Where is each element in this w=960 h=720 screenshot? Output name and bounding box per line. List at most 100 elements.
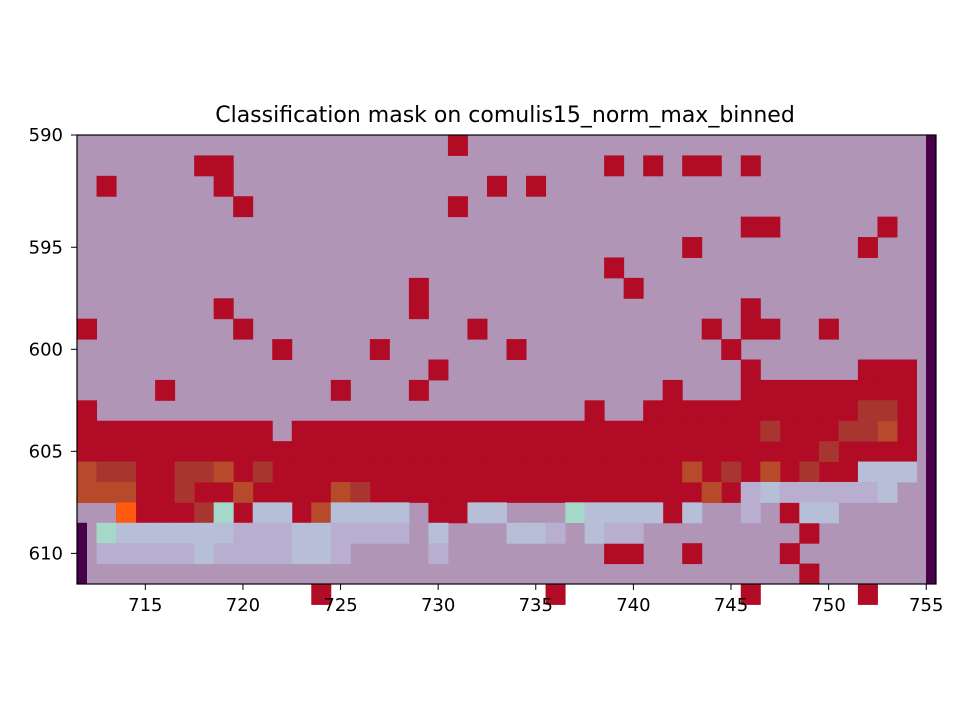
mask-cell [408,441,429,463]
heat-cell [77,481,98,503]
mask-cell [155,481,176,503]
mask-cell [818,400,839,422]
mask-cell [740,400,761,422]
mask-cell [721,420,742,442]
mask-cell [350,441,371,463]
cool-cell [330,502,351,524]
mask-cell [369,339,390,360]
mask-cell [604,543,625,565]
mask-cell [135,481,156,503]
mask-cell [96,420,117,442]
mask-cell [272,339,293,360]
mask-cell [545,420,566,442]
mask-cell [838,461,859,483]
cool-cell [96,522,117,544]
mask-cell [213,155,234,177]
mask-cell [213,420,234,442]
cool-cell [155,522,176,544]
mask-cell [682,543,703,565]
cool-cell [779,481,800,503]
heat-cell [799,461,820,483]
mask-cell [291,461,312,483]
heat-cell [682,461,703,483]
mask-cell [799,522,820,544]
cool-cell [584,522,605,544]
cool-cell [604,522,625,544]
mask-cell [662,461,683,483]
cool-cell [389,502,410,524]
heat-cell [701,481,722,503]
mask-cell [857,359,878,381]
mask-cell [857,379,878,401]
mask-cell [623,481,644,503]
mask-cell [389,461,410,483]
mask-cell [701,441,722,463]
mask-cell [447,502,468,524]
cool-cell [330,543,351,565]
mask-cell [96,441,117,463]
mask-cell [155,502,176,524]
cool-cell [545,522,566,544]
mask-cell [721,441,742,463]
mask-cell [408,481,429,503]
mask-cell [408,420,429,442]
mask-cell [408,461,429,483]
mask-cell [740,298,761,320]
mask-cell [428,481,449,503]
heat-cell [818,441,839,463]
cool-cell [369,502,390,524]
chart-title: Classification mask on comulis15_norm_ma… [215,103,795,128]
mask-cell [584,420,605,442]
cool-cell [194,522,215,544]
mask-cell [740,216,761,238]
mask-cell [662,420,683,442]
mask-cell [545,461,566,483]
mask-cell [662,441,683,463]
mask-cell [135,420,156,442]
mask-cell [877,359,898,381]
cool-cell [623,522,644,544]
mask-cell [799,400,820,422]
mask-cell [116,441,137,463]
mask-cell [155,461,176,483]
cool-cell [526,522,547,544]
mask-cell [857,584,878,605]
mask-cell [369,441,390,463]
cool-cell [857,481,878,503]
mask-cell [740,359,761,381]
cool-cell [565,502,586,524]
x-tick-label: 725 [323,595,357,616]
heat-cell [760,461,781,483]
y-tick-label: 610 [29,543,63,564]
mask-cell [701,461,722,483]
mask-cell [272,461,293,483]
mask-cell [486,420,507,442]
heat-cell [194,461,215,483]
cool-cell [155,543,176,565]
mask-cell [740,379,761,401]
mask-cell [135,441,156,463]
mask-cell [662,400,683,422]
cool-cell [682,502,703,524]
edge-strip-right [926,135,936,584]
mask-cell [447,420,468,442]
mask-cell [623,461,644,483]
mask-cell [818,420,839,442]
mask-cell [721,481,742,503]
mask-cell [428,359,449,381]
mask-cell [623,420,644,442]
mask-cell [447,461,468,483]
y-tick-label: 600 [29,339,63,360]
mask-cell [252,481,273,503]
heat-cell [213,461,234,483]
cool-cell [877,461,898,483]
mask-cell [584,400,605,422]
cool-cell [272,543,293,565]
mask-cell [233,420,254,442]
mask-cell [662,379,683,401]
mask-cell [779,379,800,401]
mask-cell [526,441,547,463]
mask-cell [740,318,761,340]
mask-cell [526,175,547,197]
